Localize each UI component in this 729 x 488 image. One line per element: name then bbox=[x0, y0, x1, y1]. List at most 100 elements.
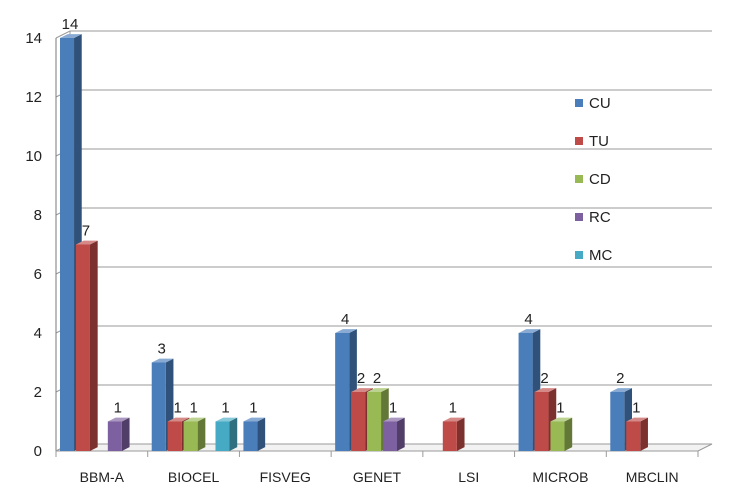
bar-top bbox=[550, 417, 573, 422]
bar-top bbox=[215, 417, 238, 422]
bar-top bbox=[351, 388, 373, 392]
bar-side bbox=[397, 417, 405, 451]
bar-top bbox=[335, 329, 357, 333]
gridline bbox=[55, 325, 712, 334]
legend-label: CD bbox=[589, 171, 611, 188]
bar-top bbox=[442, 417, 465, 422]
bar-side bbox=[229, 417, 238, 451]
y-tick-label: 12 bbox=[25, 89, 42, 106]
y-tick-label: 4 bbox=[34, 325, 42, 342]
bar-front bbox=[610, 392, 625, 451]
bar-top bbox=[626, 417, 648, 422]
bar-top bbox=[107, 417, 130, 422]
bar-value-label: 2 bbox=[540, 370, 548, 387]
bar-front bbox=[75, 244, 90, 451]
bar bbox=[215, 417, 238, 451]
bar-top bbox=[382, 417, 405, 422]
bar-top bbox=[534, 388, 557, 392]
bar-top bbox=[518, 329, 541, 333]
legend-item: MC bbox=[575, 247, 612, 264]
bar-front bbox=[60, 38, 75, 451]
bar-top bbox=[183, 417, 206, 422]
bar-top bbox=[167, 417, 190, 422]
legend-item: RC bbox=[575, 209, 611, 226]
bar-front bbox=[243, 421, 258, 451]
x-category-label: BBM-A bbox=[80, 469, 125, 485]
bar bbox=[367, 388, 389, 451]
bar bbox=[382, 417, 405, 451]
bar bbox=[75, 240, 98, 451]
x-category-label: BIOCEL bbox=[168, 469, 220, 485]
bar-front bbox=[335, 333, 350, 451]
legend-swatch bbox=[575, 175, 583, 183]
gridline bbox=[55, 30, 712, 39]
bar-top bbox=[151, 358, 174, 363]
bar-front bbox=[534, 392, 549, 451]
gridline bbox=[55, 89, 712, 98]
bar-front bbox=[442, 421, 457, 451]
legend-item: CU bbox=[575, 95, 611, 112]
bar-value-label: 2 bbox=[357, 370, 365, 387]
bar-value-label: 1 bbox=[174, 400, 182, 417]
bar-value-label: 1 bbox=[389, 400, 397, 417]
bar-side bbox=[89, 240, 98, 451]
bar-value-label: 3 bbox=[158, 341, 166, 358]
gridline bbox=[55, 266, 712, 275]
bar-front bbox=[183, 421, 198, 451]
bar-front bbox=[107, 421, 122, 451]
legend-swatch bbox=[575, 137, 583, 145]
x-category-label: MICROB bbox=[532, 469, 588, 485]
x-category-label: FISVEG bbox=[260, 469, 311, 485]
legend-label: MC bbox=[589, 247, 612, 264]
bars bbox=[60, 34, 648, 452]
bar-value-label: 1 bbox=[114, 400, 122, 417]
legend-label: RC bbox=[589, 209, 611, 226]
bar-side bbox=[640, 417, 648, 451]
bar-top bbox=[367, 388, 389, 392]
bar-value-label: 14 bbox=[62, 16, 79, 33]
bar-front bbox=[550, 421, 565, 451]
bar-top bbox=[610, 388, 633, 392]
legend-label: CU bbox=[589, 95, 611, 112]
y-tick-label: 0 bbox=[34, 443, 42, 460]
bar bbox=[550, 417, 573, 451]
bar-value-label: 1 bbox=[556, 400, 564, 417]
bar-side bbox=[456, 417, 465, 451]
bar-front bbox=[351, 392, 366, 451]
legend: CU TU CD RC MC bbox=[575, 95, 612, 264]
y-tick-label: 8 bbox=[34, 207, 42, 224]
bar-side bbox=[257, 417, 266, 451]
bar-value-label: 1 bbox=[632, 400, 640, 417]
bar-front bbox=[626, 421, 641, 451]
bar-value-label: 1 bbox=[249, 400, 257, 417]
bar-top bbox=[60, 34, 82, 38]
bar bbox=[442, 417, 465, 451]
y-tick-label: 2 bbox=[34, 384, 42, 401]
bar-top bbox=[75, 240, 98, 245]
bar-value-label: 1 bbox=[449, 400, 457, 417]
bar-top bbox=[243, 417, 266, 422]
bar-value-label: 7 bbox=[82, 223, 90, 240]
y-tick-label: 14 bbox=[25, 30, 42, 47]
bar bbox=[183, 417, 206, 451]
x-category-label: MBCLIN bbox=[626, 469, 679, 485]
bar-front bbox=[382, 421, 398, 451]
gridline bbox=[55, 148, 712, 157]
bar-front bbox=[215, 421, 230, 451]
bar bbox=[107, 417, 130, 451]
bar-value-label: 4 bbox=[341, 311, 349, 328]
bar-front bbox=[367, 392, 382, 451]
bar-front bbox=[518, 333, 533, 451]
bar bbox=[243, 417, 266, 451]
bar bbox=[626, 417, 648, 451]
bar-side bbox=[121, 417, 130, 451]
bar-value-label: 1 bbox=[221, 400, 229, 417]
legend-item: TU bbox=[575, 133, 609, 150]
bar-value-label: 2 bbox=[373, 370, 381, 387]
y-tick-label: 10 bbox=[25, 148, 42, 165]
y-tick-label: 6 bbox=[34, 266, 42, 283]
legend-item: CD bbox=[575, 171, 611, 188]
